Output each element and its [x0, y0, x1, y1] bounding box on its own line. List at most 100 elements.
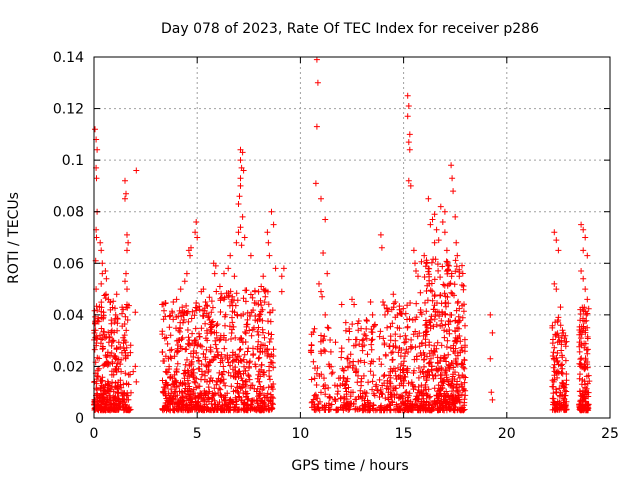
- data-point: [243, 401, 250, 408]
- data-point: [412, 316, 419, 323]
- data-point: [329, 369, 336, 376]
- data-point: [102, 352, 109, 359]
- data-point: [167, 332, 174, 339]
- data-point: [214, 405, 221, 411]
- data-point: [211, 385, 218, 392]
- data-point: [170, 393, 177, 400]
- data-point: [359, 337, 366, 344]
- data-point: [369, 386, 376, 393]
- data-point: [183, 270, 190, 277]
- data-point: [209, 390, 216, 397]
- data-point: [265, 318, 271, 325]
- y-tick-label: 0.14: [53, 50, 84, 66]
- data-point: [432, 372, 439, 379]
- data-point: [581, 363, 588, 370]
- data-point: [245, 345, 252, 352]
- data-point: [446, 281, 453, 288]
- data-point: [452, 317, 459, 324]
- data-point: [314, 395, 321, 402]
- data-point: [377, 328, 384, 335]
- data-point: [237, 182, 244, 189]
- data-point: [394, 405, 401, 412]
- data-point: [211, 353, 218, 360]
- data-point: [268, 331, 275, 338]
- data-point: [343, 403, 350, 410]
- data-point: [179, 334, 186, 341]
- data-point: [200, 286, 207, 293]
- data-point: [266, 367, 273, 374]
- data-point: [216, 399, 223, 406]
- data-point: [259, 317, 266, 324]
- data-point: [399, 311, 405, 317]
- data-point: [401, 377, 407, 384]
- data-point: [423, 328, 430, 335]
- data-point: [385, 389, 392, 396]
- data-point: [450, 383, 457, 390]
- data-point: [435, 382, 442, 389]
- data-point: [334, 383, 341, 390]
- data-point: [231, 273, 238, 280]
- data-point: [198, 391, 205, 397]
- data-point: [450, 342, 457, 349]
- data-point: [111, 354, 118, 361]
- data-point: [459, 361, 466, 368]
- x-tick-label: 10: [291, 426, 309, 442]
- data-point: [338, 354, 345, 361]
- data-point: [198, 376, 204, 383]
- data-point: [455, 325, 462, 332]
- data-point: [184, 406, 191, 412]
- data-point: [394, 312, 401, 318]
- data-point: [183, 302, 190, 309]
- data-point: [362, 393, 369, 400]
- data-point: [193, 405, 200, 411]
- data-point: [420, 356, 427, 363]
- data-point: [423, 257, 430, 264]
- data-point: [318, 389, 324, 396]
- data-point: [193, 219, 200, 225]
- data-point: [121, 347, 128, 354]
- data-point: [214, 351, 221, 358]
- data-point: [181, 316, 187, 323]
- data-point: [443, 388, 450, 395]
- data-point: [196, 333, 203, 340]
- data-point: [414, 333, 421, 340]
- data-point: [252, 361, 259, 368]
- data-point: [424, 282, 431, 289]
- data-point: [448, 289, 455, 296]
- data-point: [167, 373, 174, 380]
- data-point: [560, 395, 567, 402]
- data-point: [108, 342, 115, 349]
- data-point: [103, 275, 110, 282]
- data-point: [160, 301, 167, 308]
- data-point: [110, 298, 117, 305]
- data-point: [123, 327, 130, 334]
- data-point: [123, 190, 129, 197]
- data-point: [553, 286, 560, 293]
- data-point: [425, 360, 432, 367]
- data-point: [221, 270, 227, 277]
- data-point: [237, 175, 244, 182]
- data-point: [413, 300, 420, 307]
- data-point: [431, 316, 438, 323]
- data-point: [441, 229, 448, 236]
- data-point: [417, 309, 424, 316]
- data-point: [549, 377, 556, 384]
- data-point: [441, 334, 448, 341]
- data-point: [103, 399, 110, 405]
- data-point: [118, 384, 125, 391]
- data-point: [582, 340, 589, 347]
- data-point: [114, 382, 121, 389]
- data-point: [255, 332, 262, 338]
- data-point: [364, 318, 370, 324]
- data-point: [132, 363, 139, 370]
- data-point: [333, 407, 339, 414]
- data-point: [244, 402, 251, 409]
- data-point: [173, 296, 180, 303]
- data-point: [170, 299, 177, 305]
- data-point: [313, 370, 320, 377]
- data-point: [266, 373, 273, 380]
- data-point: [189, 372, 196, 379]
- data-point: [454, 300, 461, 306]
- data-point: [205, 384, 212, 391]
